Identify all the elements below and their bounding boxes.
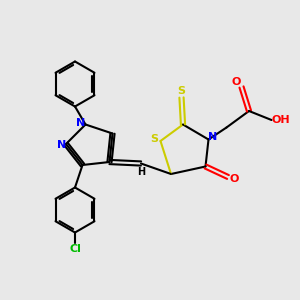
Text: N: N (57, 140, 66, 151)
Text: O: O (229, 173, 239, 184)
Text: S: S (178, 86, 185, 97)
Text: N: N (76, 118, 85, 128)
Text: O: O (231, 76, 241, 87)
Text: S: S (150, 134, 158, 144)
Text: OH: OH (272, 115, 290, 125)
Text: H: H (137, 167, 146, 177)
Text: Cl: Cl (69, 244, 81, 254)
Text: N: N (208, 131, 217, 142)
